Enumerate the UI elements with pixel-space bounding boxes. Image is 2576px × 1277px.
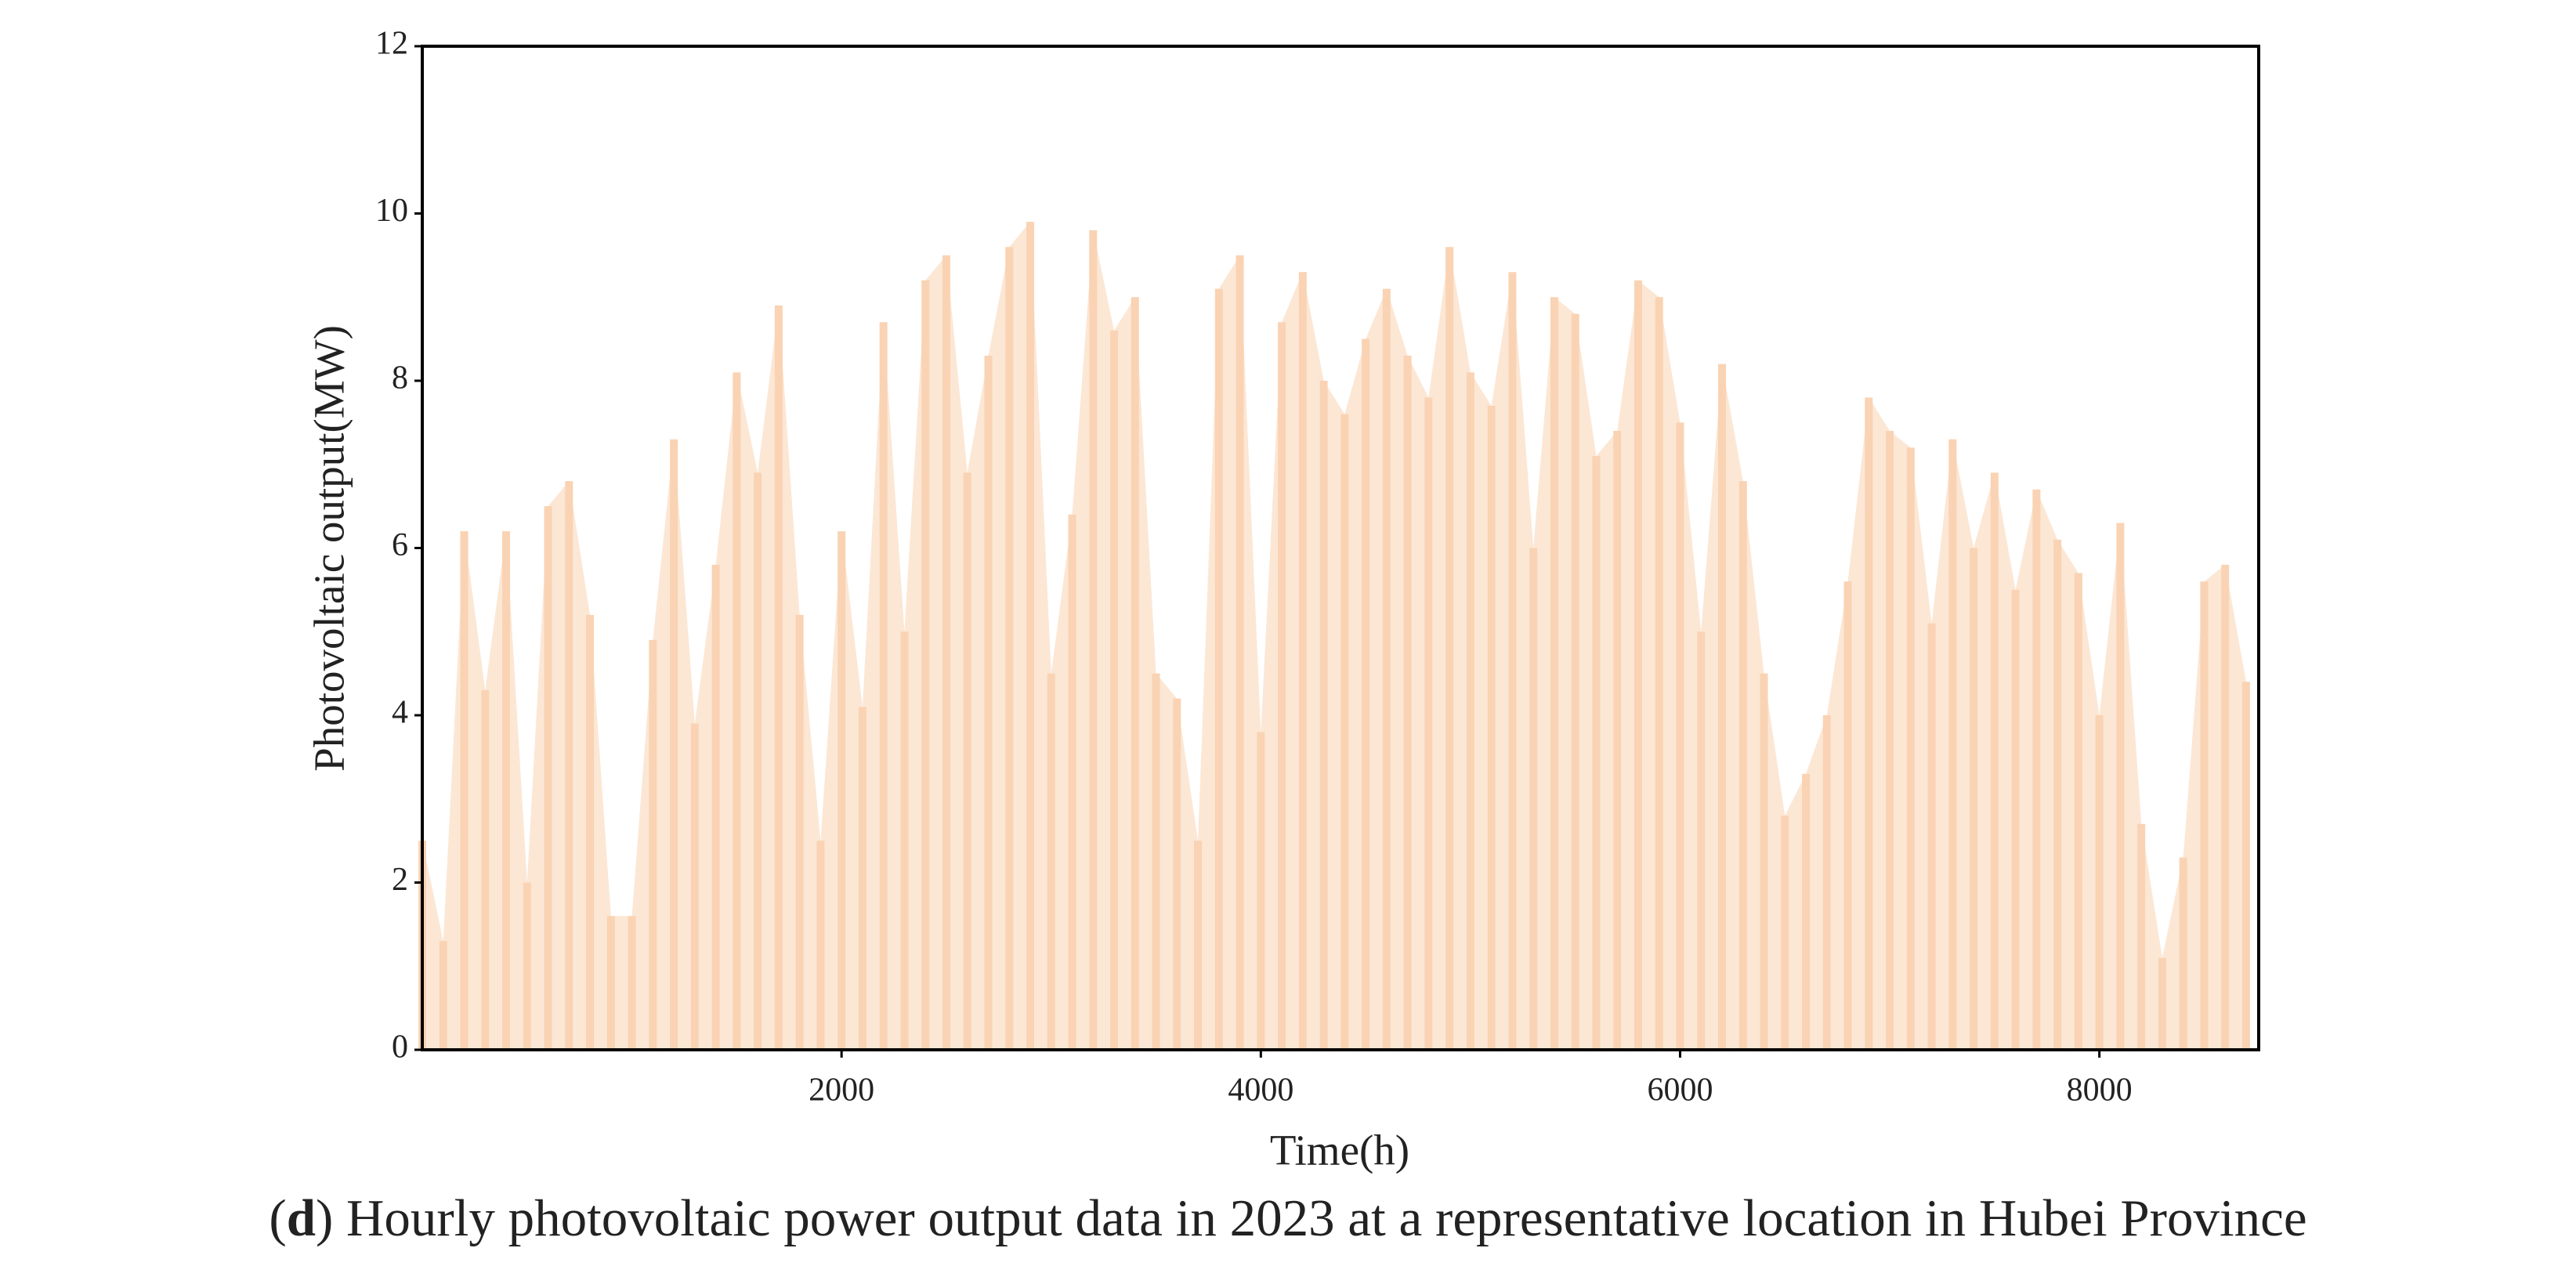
caption-label: d bbox=[287, 1189, 316, 1247]
y-tick-label: 6 bbox=[392, 527, 408, 563]
caption: (d) Hourly photovoltaic power output dat… bbox=[269, 1189, 2306, 1247]
y-tick-label: 8 bbox=[392, 360, 408, 396]
y-tick-label: 4 bbox=[392, 695, 408, 731]
caption-part: ( bbox=[269, 1189, 286, 1247]
area bbox=[422, 222, 2246, 1050]
x-tick-label: 6000 bbox=[1647, 1073, 1713, 1109]
x-tick-label: 2000 bbox=[809, 1073, 874, 1109]
x-axis-label: Time(h) bbox=[1270, 1127, 1409, 1174]
caption-part: ) Hourly photovoltaic power output data … bbox=[316, 1189, 2307, 1247]
x-tick-label: 8000 bbox=[2067, 1073, 2133, 1109]
y-tick-label: 0 bbox=[392, 1029, 408, 1065]
plot-frame bbox=[421, 45, 2260, 1051]
x-tick-label: 4000 bbox=[1228, 1073, 1293, 1109]
y-tick-label: 10 bbox=[375, 193, 408, 229]
y-axis-label: Photovoltaic output(MW) bbox=[306, 325, 353, 772]
y-tick-label: 2 bbox=[392, 862, 408, 898]
y-tick-label: 12 bbox=[375, 26, 408, 62]
